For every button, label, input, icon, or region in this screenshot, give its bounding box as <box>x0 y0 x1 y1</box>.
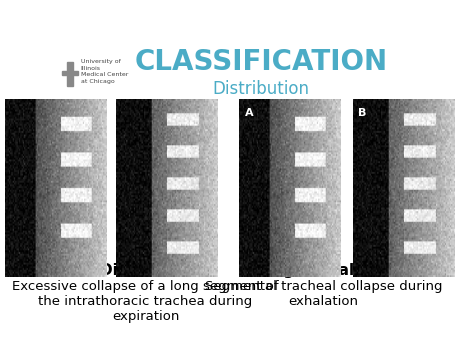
Text: Excessive collapse of a long segment of
the intrathoracic trachea during
expirat: Excessive collapse of a long segment of … <box>12 280 279 323</box>
Text: Segmental TM: Segmental TM <box>262 263 385 278</box>
Text: A: A <box>245 108 253 118</box>
Bar <box>67 62 73 86</box>
Text: Distribution: Distribution <box>213 80 310 98</box>
Bar <box>62 71 78 75</box>
Text: CLASSIFICATION: CLASSIFICATION <box>135 48 388 76</box>
Text: Segmental tracheal collapse during
exhalation: Segmental tracheal collapse during exhal… <box>205 280 443 308</box>
Text: Diffuse TM: Diffuse TM <box>100 263 191 278</box>
Text: University of
Illinois
Medical Center
at Chicago: University of Illinois Medical Center at… <box>81 59 128 84</box>
Text: B: B <box>358 108 366 118</box>
